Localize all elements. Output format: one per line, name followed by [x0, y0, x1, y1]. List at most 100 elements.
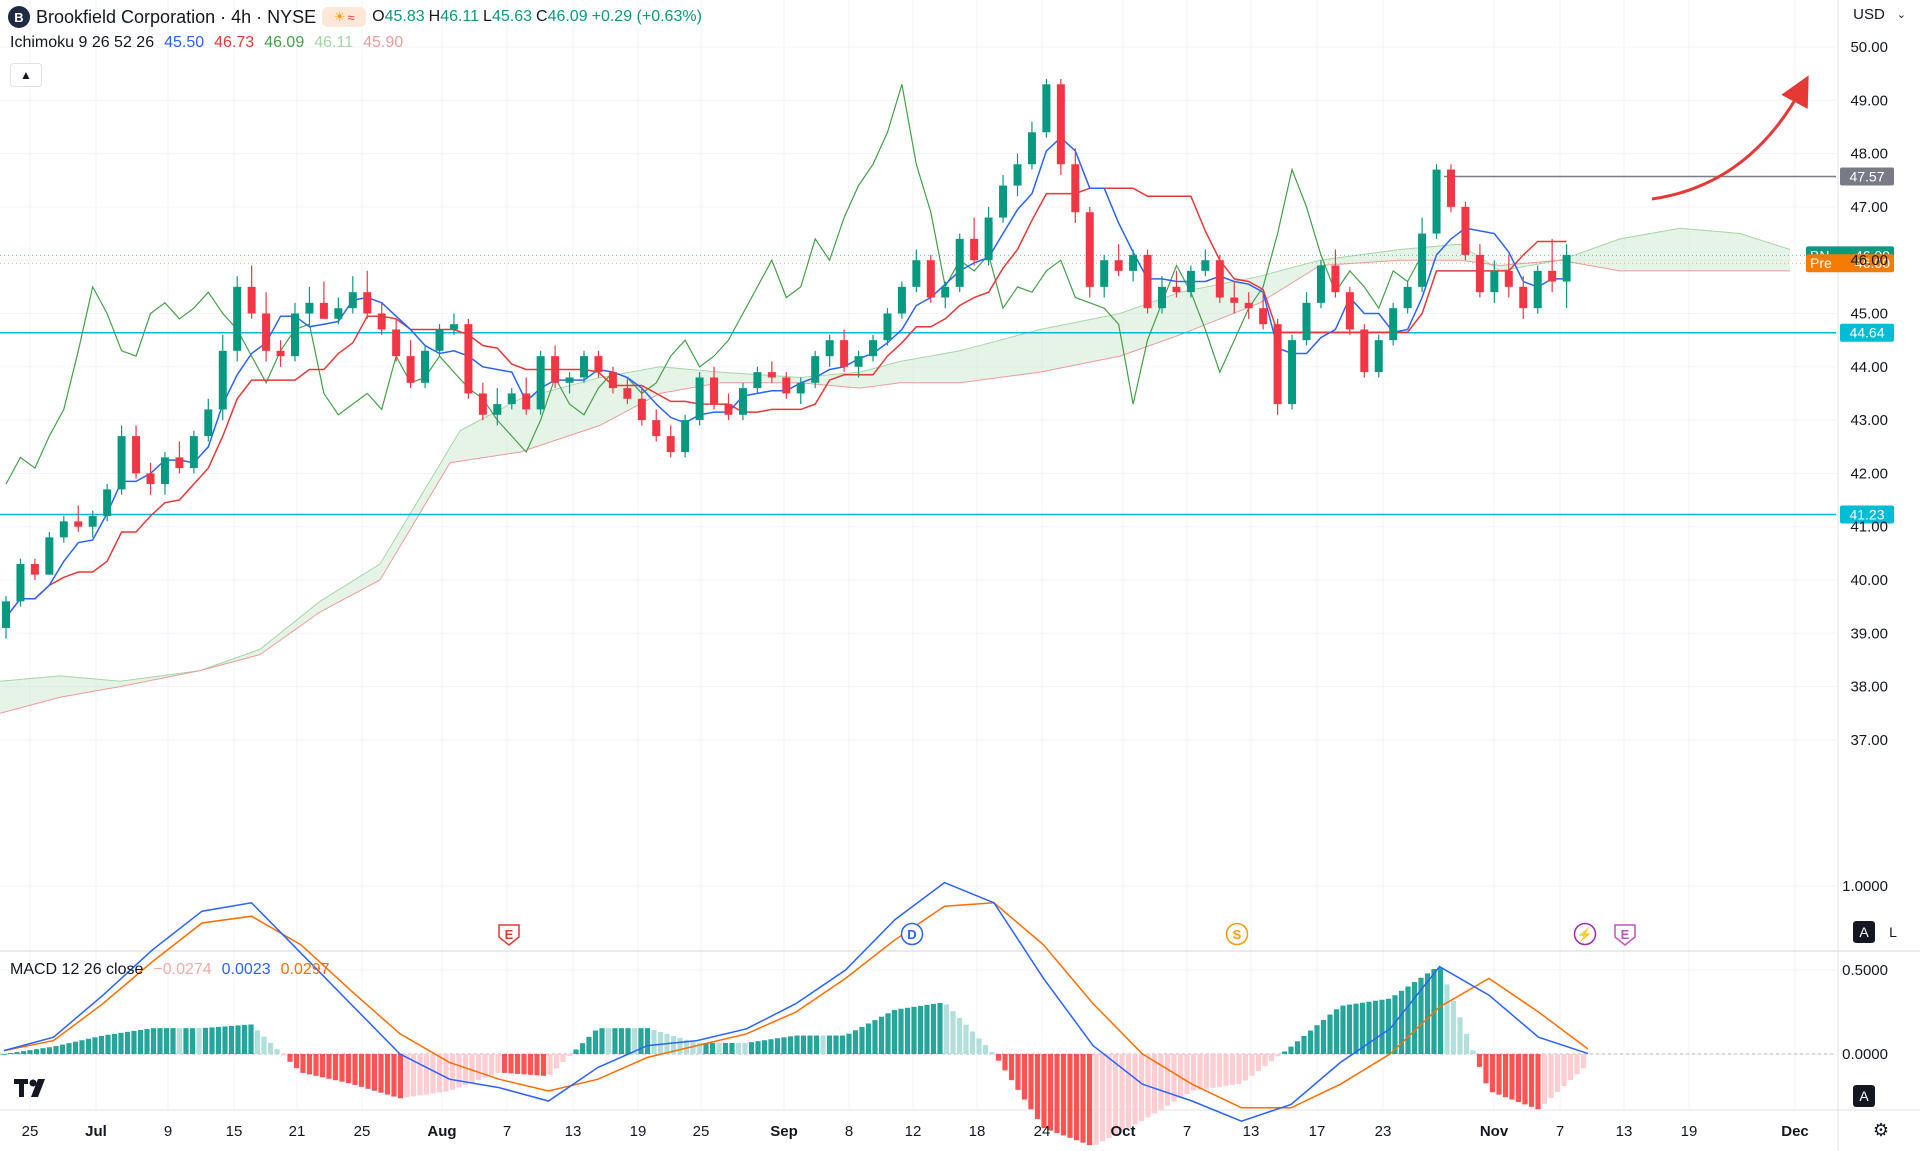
candle-body[interactable]: [1374, 340, 1383, 373]
candle-body[interactable]: [522, 393, 531, 410]
candle-body[interactable]: [984, 217, 993, 261]
candle-body[interactable]: [1389, 308, 1398, 341]
tradingview-logo-icon[interactable]: [14, 1077, 52, 1104]
candle-body[interactable]: [999, 185, 1008, 218]
candle-body[interactable]: [1129, 254, 1138, 271]
candle-body[interactable]: [1418, 233, 1427, 287]
market-status-icon[interactable]: ☀ ≈: [322, 7, 367, 27]
macd-auto-scale-button[interactable]: A: [1853, 1085, 1875, 1107]
candle-body[interactable]: [493, 404, 502, 415]
candle-body[interactable]: [175, 457, 184, 469]
candle-body[interactable]: [449, 324, 458, 330]
candle-body[interactable]: [305, 302, 314, 314]
candle-body[interactable]: [59, 521, 68, 538]
candle-body[interactable]: [1288, 340, 1297, 405]
candle-body[interactable]: [623, 388, 632, 399]
candle-body[interactable]: [955, 238, 964, 287]
candle-body[interactable]: [1432, 169, 1441, 234]
candle-body[interactable]: [883, 313, 892, 341]
candle-body[interactable]: [247, 286, 256, 314]
candle-body[interactable]: [204, 409, 213, 437]
symbol-header[interactable]: B Brookfield Corporation · 4h · NYSE ☀ ≈ …: [8, 4, 702, 30]
candle-body[interactable]: [189, 436, 198, 469]
candle-body[interactable]: [1403, 286, 1412, 309]
candle-body[interactable]: [580, 356, 588, 378]
candle-body[interactable]: [695, 377, 704, 421]
candle-body[interactable]: [1230, 297, 1239, 303]
candle-body[interactable]: [363, 292, 372, 314]
candle-body[interactable]: [1071, 164, 1080, 213]
candle-body[interactable]: [652, 420, 661, 437]
candle-body[interactable]: [1042, 84, 1051, 133]
candle-body[interactable]: [478, 393, 487, 415]
candle-body[interactable]: [1244, 302, 1253, 309]
candle-body[interactable]: [1143, 254, 1152, 309]
candle-body[interactable]: [941, 286, 950, 298]
candle-body[interactable]: [738, 388, 747, 415]
candle-body[interactable]: [16, 564, 25, 602]
candle-body[interactable]: [565, 377, 574, 383]
ichimoku-legend[interactable]: Ichimoku 9 26 52 26 45.50 46.73 46.09 46.11…: [10, 34, 403, 52]
candle-body[interactable]: [854, 356, 863, 367]
candle-body[interactable]: [160, 457, 169, 485]
candle-body[interactable]: [536, 356, 545, 410]
event-marker-icon[interactable]: [1573, 922, 1597, 946]
candle-body[interactable]: [681, 420, 690, 453]
event-marker[interactable]: S: [1225, 922, 1249, 946]
candle-body[interactable]: [608, 372, 617, 389]
candle-body[interactable]: [464, 324, 473, 394]
currency-selector[interactable]: USD ⌄: [1853, 6, 1906, 23]
ichimoku-title[interactable]: Ichimoku 9 26 52 26: [10, 34, 155, 51]
candle-body[interactable]: [1013, 164, 1022, 186]
candle-body[interactable]: [45, 537, 54, 575]
candle-body[interactable]: [262, 313, 271, 351]
currency-label[interactable]: USD: [1853, 6, 1885, 23]
candle-body[interactable]: [897, 286, 906, 314]
candle-body[interactable]: [435, 329, 444, 351]
candle-body[interactable]: [1100, 260, 1109, 287]
event-marker[interactable]: E: [1614, 924, 1636, 946]
candle-body[interactable]: [1158, 286, 1166, 309]
event-marker-icon[interactable]: [1225, 922, 1249, 946]
candle-body[interactable]: [551, 356, 560, 383]
collapse-legend-button[interactable]: ▲: [10, 63, 42, 87]
candle-body[interactable]: [1215, 260, 1224, 298]
candle-body[interactable]: [782, 377, 791, 394]
candle-body[interactable]: [1548, 270, 1557, 282]
macd-title[interactable]: MACD 12 26 close: [10, 961, 144, 978]
event-marker[interactable]: D: [900, 922, 924, 946]
candle-body[interactable]: [796, 382, 805, 394]
candle-body[interactable]: [348, 292, 357, 309]
candle-body[interactable]: [1172, 286, 1181, 293]
candle-body[interactable]: [88, 516, 97, 527]
settings-gear-icon[interactable]: ⚙: [1872, 1119, 1890, 1140]
candle-body[interactable]: [1331, 265, 1340, 293]
candle-body[interactable]: [1085, 212, 1094, 287]
candle-body[interactable]: [1114, 260, 1123, 271]
candle-body[interactable]: [1360, 329, 1369, 373]
candle-body[interactable]: [637, 398, 646, 421]
candle-body[interactable]: [1447, 169, 1455, 207]
candle-body[interactable]: [377, 313, 386, 330]
earnings-marker-icon[interactable]: [1614, 924, 1636, 946]
candle-body[interactable]: [218, 350, 227, 410]
candle-body[interactable]: [1475, 254, 1484, 293]
symbol-title[interactable]: Brookfield Corporation · 4h · NYSE: [36, 6, 317, 27]
candle-body[interactable]: [724, 404, 733, 415]
candle-body[interactable]: [1201, 260, 1210, 271]
earnings-marker-icon[interactable]: [498, 924, 520, 946]
auto-scale-button[interactable]: A: [1853, 921, 1875, 943]
candle-body[interactable]: [1259, 308, 1268, 325]
candle-body[interactable]: [1345, 292, 1354, 330]
candle-body[interactable]: [392, 329, 401, 357]
candle-body[interactable]: [1562, 254, 1571, 282]
candle-body[interactable]: [1302, 302, 1311, 341]
candle-body[interactable]: [1273, 324, 1282, 405]
candle-body[interactable]: [319, 302, 328, 319]
candle-body[interactable]: [840, 340, 849, 367]
candle-body[interactable]: [117, 436, 126, 490]
candle-body[interactable]: [103, 489, 112, 517]
candle-body[interactable]: [1490, 270, 1499, 293]
candle-body[interactable]: [1461, 206, 1470, 255]
